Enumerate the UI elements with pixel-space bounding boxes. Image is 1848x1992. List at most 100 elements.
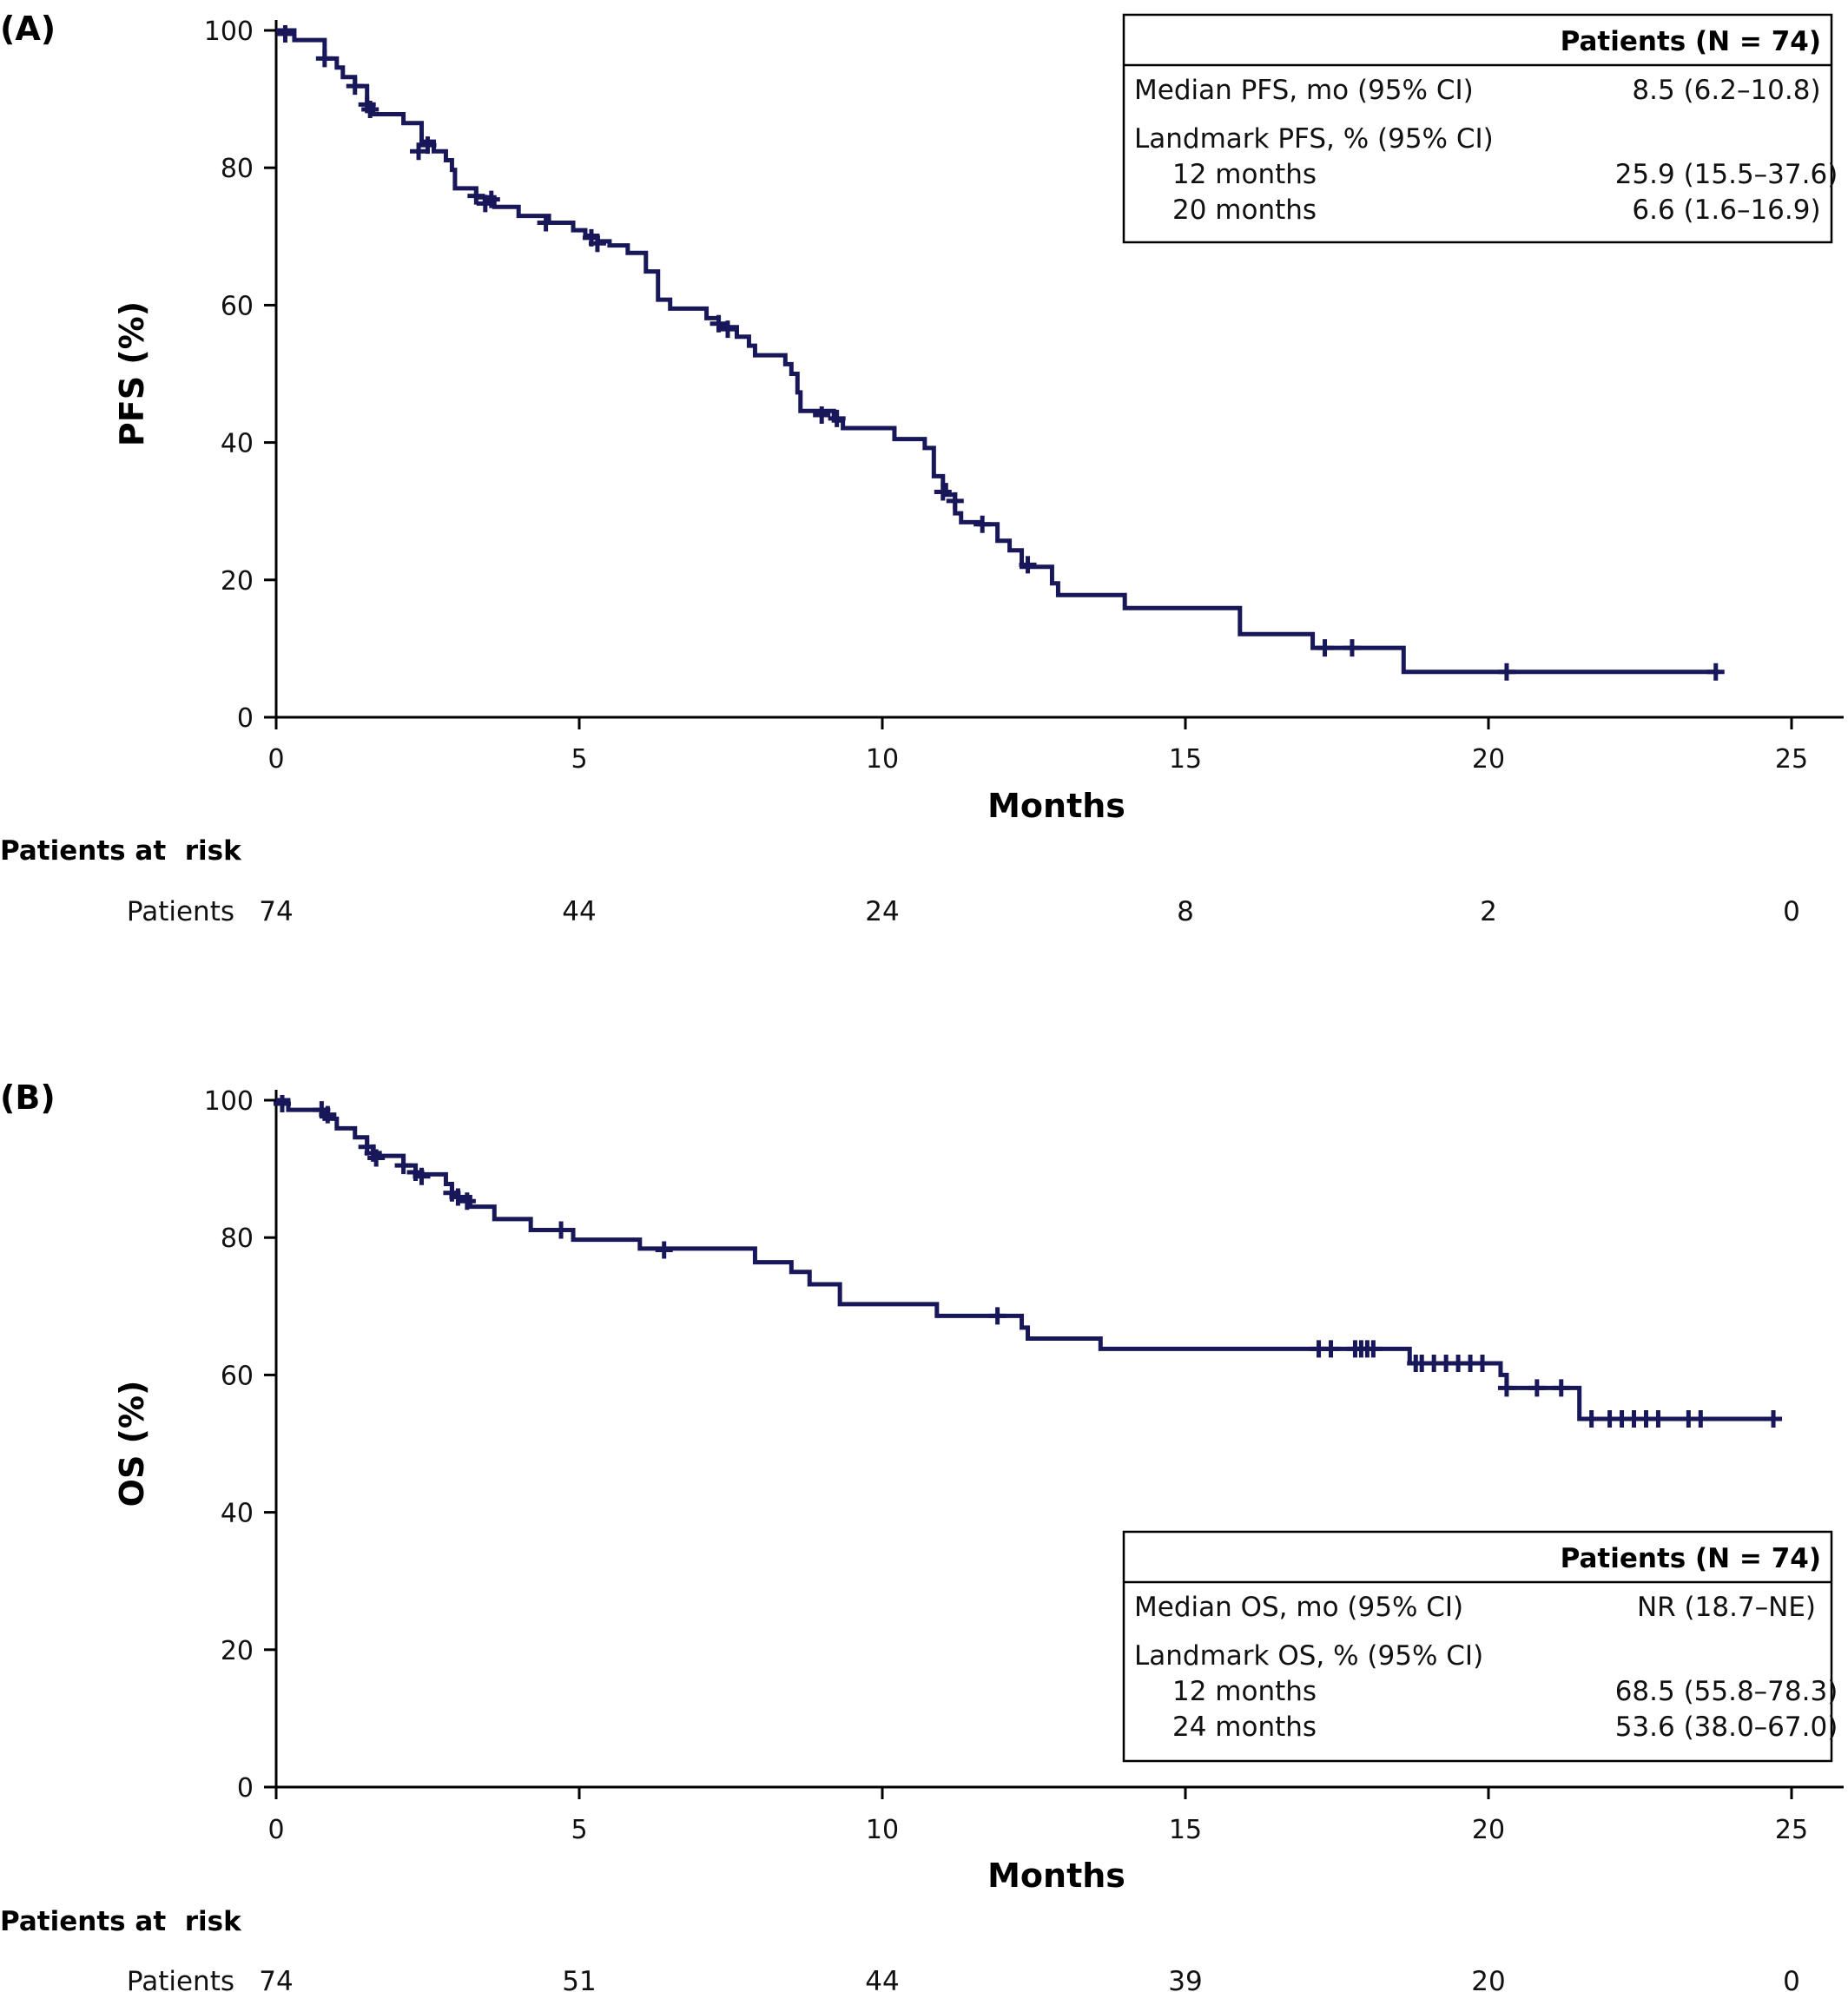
censor-mark bbox=[1528, 1379, 1546, 1397]
censor-mark bbox=[1765, 1410, 1783, 1428]
legend-row-label: 24 months bbox=[1172, 1712, 1317, 1743]
censor-mark bbox=[813, 406, 831, 424]
censor-mark bbox=[1497, 1379, 1515, 1397]
censor-mark bbox=[276, 24, 294, 43]
censor-mark bbox=[974, 515, 992, 533]
km-curve bbox=[276, 1098, 1774, 1421]
y-tick-label: 0 bbox=[237, 1773, 254, 1804]
legend-row-label: Median PFS, mo (95% CI) bbox=[1134, 75, 1474, 106]
risk-table: Patients at risk Patients 74 51 44 39 20 0 bbox=[0, 1906, 1800, 1992]
y-tick-label: 80 bbox=[221, 154, 254, 184]
risk-count: 2 bbox=[1480, 896, 1497, 927]
legend-header: Patients (N = 74) bbox=[1561, 1543, 1821, 1574]
censor-mark bbox=[710, 314, 728, 333]
y-tick-label: 40 bbox=[221, 429, 254, 459]
censor-mark bbox=[1497, 663, 1515, 681]
panel-label: (B) bbox=[0, 1078, 56, 1117]
legend-row-value: 25.9 (15.5–37.6) bbox=[1615, 159, 1838, 190]
censor-mark bbox=[319, 1105, 337, 1124]
x-tick-label: 25 bbox=[1775, 744, 1808, 775]
legend-row-value: 53.6 (38.0–67.0) bbox=[1615, 1712, 1838, 1743]
risk-row-label: Patients bbox=[127, 1966, 234, 1992]
legend-header: Patients (N = 74) bbox=[1561, 26, 1821, 57]
y-axis-title: PFS (%) bbox=[113, 301, 151, 446]
risk-table-title: Patients at risk bbox=[0, 1906, 242, 1937]
censor-mark bbox=[346, 77, 364, 96]
x-tick-label: 5 bbox=[571, 744, 587, 775]
risk-count: 51 bbox=[562, 1966, 596, 1992]
x-tick-label: 10 bbox=[866, 744, 899, 775]
censor-mark bbox=[552, 1221, 571, 1239]
y-tick-label: 60 bbox=[221, 291, 254, 321]
censor-mark bbox=[934, 483, 952, 501]
y-tick-label: 100 bbox=[204, 16, 254, 47]
y-tick-label: 80 bbox=[221, 1224, 254, 1254]
legend-row-value: NR (18.7–NE) bbox=[1637, 1592, 1816, 1623]
x-tick-label: 0 bbox=[267, 1815, 284, 1845]
censor-mark bbox=[394, 1157, 412, 1175]
censor-mark bbox=[367, 1149, 386, 1167]
risk-count: 44 bbox=[562, 896, 596, 927]
risk-count: 74 bbox=[259, 1966, 293, 1992]
censor-mark bbox=[1582, 1410, 1600, 1428]
legend-table: Patients (N = 74) Median OS, mo (95% CI) N… bbox=[1122, 1530, 1838, 1763]
risk-table-title: Patients at risk bbox=[0, 835, 242, 867]
y-tick-label: 100 bbox=[204, 1086, 254, 1117]
risk-count: 44 bbox=[865, 1966, 899, 1992]
censor-mark bbox=[1322, 1340, 1340, 1358]
censor-mark bbox=[412, 1167, 431, 1185]
legend-row-label: Landmark OS, % (95% CI) bbox=[1134, 1640, 1483, 1672]
risk-count: 24 bbox=[865, 896, 899, 927]
legend-row-value: 6.6 (1.6–16.9) bbox=[1632, 195, 1820, 226]
censor-mark bbox=[1343, 639, 1361, 657]
y-axis-title: OS (%) bbox=[113, 1381, 151, 1507]
legend-row-label: Landmark PFS, % (95% CI) bbox=[1134, 123, 1494, 155]
x-axis-title: Months bbox=[987, 787, 1125, 825]
legend-row-value: 8.5 (6.2–10.8) bbox=[1632, 75, 1820, 106]
censor-mark bbox=[458, 1192, 476, 1210]
censor-mark bbox=[273, 1094, 291, 1112]
legend-row-value: 68.5 (55.8–78.3) bbox=[1615, 1676, 1838, 1707]
censor-mark bbox=[410, 142, 428, 161]
censor-mark bbox=[719, 320, 737, 339]
censor-mark bbox=[1692, 1410, 1710, 1428]
x-tick-label: 15 bbox=[1169, 1815, 1202, 1845]
risk-count: 0 bbox=[1783, 896, 1800, 927]
censor-mark bbox=[1316, 639, 1334, 657]
censor-mark bbox=[482, 190, 500, 208]
risk-table: Patients at risk Patients 74 44 24 8 2 0 bbox=[0, 835, 1800, 927]
censor-mark bbox=[315, 49, 333, 68]
risk-count: 8 bbox=[1177, 896, 1194, 927]
y-tick-label: 60 bbox=[221, 1361, 254, 1391]
censor-mark bbox=[361, 100, 380, 118]
x-tick-label: 25 bbox=[1775, 1815, 1808, 1845]
legend-box bbox=[1122, 13, 1833, 244]
legend-row-label: Median OS, mo (95% CI) bbox=[1134, 1592, 1463, 1623]
x-tick-label: 5 bbox=[571, 1815, 587, 1845]
censor-mark bbox=[449, 1188, 467, 1206]
risk-count: 39 bbox=[1168, 1966, 1202, 1992]
censor-mark bbox=[1364, 1340, 1383, 1358]
censor-mark bbox=[988, 1307, 1006, 1325]
censor-mark bbox=[467, 187, 485, 205]
censor-mark bbox=[1649, 1410, 1667, 1428]
censor-mark bbox=[588, 234, 606, 253]
y-tick-label: 40 bbox=[221, 1499, 254, 1529]
censor-mark bbox=[537, 214, 555, 232]
legend-row-label: 12 months bbox=[1172, 1676, 1317, 1707]
x-tick-label: 20 bbox=[1472, 744, 1505, 775]
risk-count: 20 bbox=[1471, 1966, 1505, 1992]
y-tick-label: 20 bbox=[221, 566, 254, 597]
censor-mark bbox=[419, 136, 437, 155]
x-tick-label: 10 bbox=[866, 1815, 899, 1845]
censor-mark bbox=[1552, 1379, 1570, 1397]
x-tick-label: 20 bbox=[1472, 1815, 1505, 1845]
censor-mark bbox=[946, 491, 964, 510]
y-tick-label: 20 bbox=[221, 1636, 254, 1666]
x-axis-title: Months bbox=[987, 1857, 1125, 1895]
censor-mark bbox=[1474, 1354, 1492, 1372]
legend-row-label: 20 months bbox=[1172, 195, 1317, 226]
risk-count: 74 bbox=[259, 896, 293, 927]
